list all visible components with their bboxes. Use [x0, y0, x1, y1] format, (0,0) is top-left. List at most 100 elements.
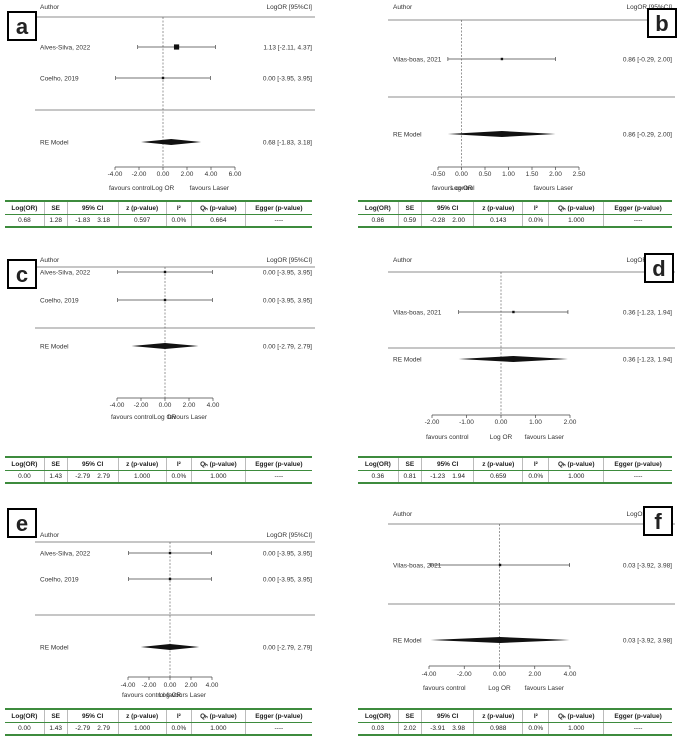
favours-control-label: favours control: [423, 685, 466, 692]
study-point: [498, 563, 502, 567]
x-tick-label: -2.00: [457, 671, 472, 678]
stats-value-cell: 1.000: [191, 470, 246, 484]
stats-header-cell: 95% CI: [420, 456, 474, 471]
x-axis-label: Log OR: [488, 685, 511, 692]
study-estimate-label: 0.00 [-3.95, 3.95]: [263, 270, 312, 277]
stats-header-cell: Log(OR): [5, 456, 45, 471]
x-tick-label: 2.00: [185, 682, 198, 689]
x-tick-label: 4.00: [205, 171, 218, 178]
study-name: Alves-Silva, 2022: [40, 551, 91, 558]
favours-control-label: favours control: [432, 185, 475, 192]
stats-header-cell: Egger (p-value): [603, 200, 672, 215]
stats-value-cell: ----: [603, 470, 672, 484]
stats-value-cell: 0.86: [358, 214, 399, 228]
x-axis-label: Log OR: [490, 434, 513, 441]
stats-value-cell: -1.23 1.94: [420, 470, 474, 484]
stats-header-cell: SE: [43, 200, 68, 215]
meta-analysis-stats-table: Log(OR) SE 95% CI z (p-value) I² Qₕ (p-value)…: [5, 708, 312, 736]
study-name: Alves-Silva, 2022: [40, 45, 91, 52]
stats-header-cell: Log(OR): [358, 456, 399, 471]
re-model-estimate-label: 0.00 [-2.79, 2.79]: [263, 645, 312, 652]
favours-control-label: favours control: [122, 692, 165, 699]
header-author: Author: [393, 257, 413, 264]
forest-plot-b: Author LogOR [95%CI] Vilas-boas, 2021 0.86 …: [388, 4, 675, 192]
x-tick-label: 1.00: [529, 419, 542, 426]
meta-analysis-stats-table: Log(OR) SE 95% CI z (p-value) I² Qₕ (p-value)…: [5, 456, 312, 484]
x-tick-label: 6.00: [229, 171, 242, 178]
x-tick-label: 4.00: [207, 402, 220, 409]
stats-header-cell: Log(OR): [358, 200, 399, 215]
stats-value-cell: 0.664: [191, 214, 246, 228]
x-tick-label: 2.00: [181, 171, 194, 178]
x-tick-label: -0.50: [431, 171, 446, 178]
stats-value-cell: 0.0%: [165, 470, 192, 484]
x-tick-label: -2.00: [425, 419, 440, 426]
panel-letter: a: [7, 11, 37, 41]
stats-header-cell: Log(OR): [358, 708, 399, 723]
study-estimate-label: 1.13 [-2.11, 4.37]: [263, 45, 312, 52]
study-estimate-label: 0.00 [-3.95, 3.95]: [263, 551, 312, 558]
study-estimate-label: 0.00 [-3.95, 3.95]: [263, 76, 312, 83]
panel-letter: b: [647, 8, 677, 38]
study-name: Coelho, 2019: [40, 577, 79, 584]
panel-letter: d: [644, 253, 674, 283]
x-tick-label: 0.00: [455, 171, 468, 178]
stats-value-cell: 2.02: [397, 722, 422, 736]
x-tick-label: -4.00: [110, 402, 125, 409]
x-tick-label: 0.00: [159, 402, 172, 409]
favours-laser-label: favours Laser: [525, 685, 565, 692]
header-effect: LogOR [95%CI]: [266, 4, 312, 11]
re-model-diamond: [141, 139, 202, 145]
meta-analysis-stats-table: Log(OR) SE 95% CI z (p-value) I² Qₕ (p-value)…: [358, 456, 672, 484]
header-author: Author: [40, 4, 60, 11]
forest-panel-e: Author LogOR [95%CI] Alves-Silva, 2022 0.00…: [5, 490, 320, 736]
x-axis-label: Log OR: [154, 414, 177, 421]
favours-laser-label: favours Laser: [167, 692, 207, 699]
panel-letter: e: [7, 508, 37, 538]
stats-header-cell: SE: [397, 708, 422, 723]
panel-letter: c: [7, 259, 37, 289]
x-axis-label: Log OR: [152, 185, 175, 192]
stats-header-cell: Qₕ (p-value): [548, 708, 604, 723]
re-model-estimate-label: 0.00 [-2.79, 2.79]: [263, 344, 312, 351]
study-estimate-label: 0.86 [-0.29, 2.00]: [623, 57, 672, 64]
re-model-diamond: [131, 343, 199, 349]
study-point: [168, 577, 172, 581]
re-model-label: RE Model: [393, 132, 422, 139]
re-model-label: RE Model: [393, 638, 422, 645]
study-estimate-label: 0.03 [-3.92, 3.98]: [623, 563, 672, 570]
re-model-label: RE Model: [393, 357, 422, 364]
x-tick-label: 0.00: [157, 171, 170, 178]
study-name: Alves-Silva, 2022: [40, 270, 91, 277]
study-point: [163, 298, 167, 302]
stats-header-cell: 95% CI: [66, 708, 119, 723]
meta-analysis-stats-table: Log(OR) SE 95% CI z (p-value) I² Qₕ (p-value)…: [358, 708, 672, 736]
study-name: Coelho, 2019: [40, 76, 79, 83]
x-tick-label: 0.00: [493, 671, 506, 678]
stats-header-cell: I²: [522, 708, 549, 723]
stats-header-cell: Log(OR): [5, 708, 45, 723]
stats-value-cell: 0.00: [5, 470, 45, 484]
panel-letter: f: [643, 506, 673, 536]
stats-value-cell: 1.28: [43, 214, 68, 228]
stats-header-cell: Qₕ (p-value): [191, 708, 246, 723]
stats-value-cell: 0.0%: [522, 470, 549, 484]
favours-laser-label: favours Laser: [168, 414, 208, 421]
x-tick-label: 1.00: [502, 171, 515, 178]
stats-header-cell: SE: [43, 456, 68, 471]
study-point: [500, 57, 504, 61]
stats-header-cell: z (p-value): [473, 456, 523, 471]
header-author: Author: [393, 4, 413, 11]
x-tick-label: 0.00: [164, 682, 177, 689]
re-model-label: RE Model: [40, 344, 69, 351]
stats-header-cell: Qₕ (p-value): [191, 200, 246, 215]
stats-value-cell: 0.68: [5, 214, 45, 228]
study-name: Vilas-boas, 2021: [393, 57, 442, 64]
re-model-estimate-label: 0.68 [-1.83, 3.18]: [263, 140, 312, 147]
x-tick-label: -1.00: [459, 419, 474, 426]
study-point: [168, 551, 172, 555]
study-point: [161, 76, 165, 80]
stats-header-cell: 95% CI: [420, 200, 474, 215]
